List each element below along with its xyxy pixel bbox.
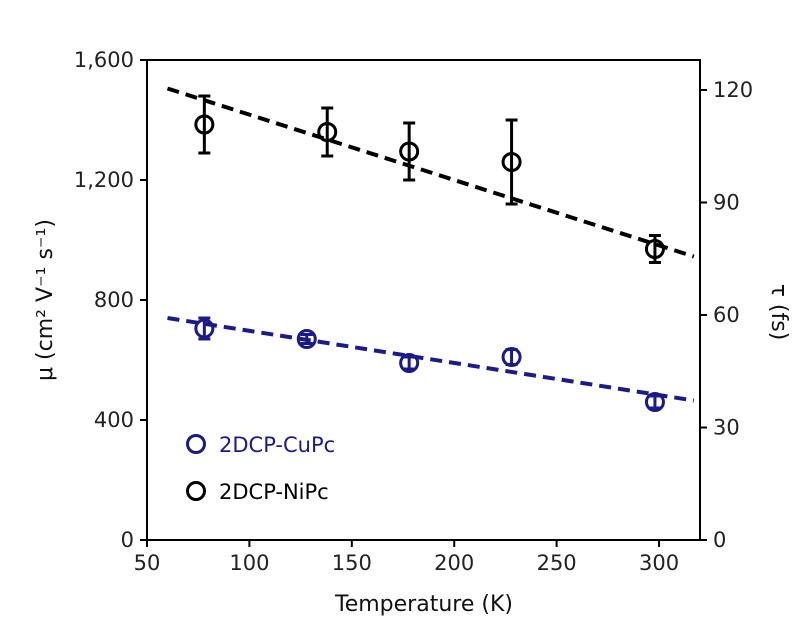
x-tick-label: 200: [434, 551, 474, 575]
data-point-2dcp-nipc: [501, 152, 522, 172]
y-left-tick-label: 1,600: [74, 48, 134, 72]
x-tick-label: 100: [229, 551, 269, 575]
legend-marker-2dcp-nipc: [186, 481, 206, 501]
y-left-axis-title: μ (cm² V⁻¹ s⁻¹): [33, 219, 58, 381]
fit-line-2dcp-cupc: [167, 316, 695, 403]
y-left-tick-label: 400: [94, 408, 134, 432]
legend-label-2dcp-cupc: 2DCP-CuPc: [219, 433, 335, 457]
y-right-axis-title: τ (fs): [766, 284, 791, 341]
y-right-tick-label: 0: [713, 528, 726, 552]
y-right-tick-label: 30: [713, 416, 740, 440]
legend: 2DCP-CuPc 2DCP-NiPc: [186, 433, 335, 504]
data-point-2dcp-cupc: [399, 353, 420, 373]
x-tick-label: 300: [639, 551, 679, 575]
x-tick-label: 50: [134, 551, 161, 575]
data-point-2dcp-cupc: [501, 347, 522, 367]
legend-label-2dcp-nipc: 2DCP-NiPc: [219, 480, 329, 504]
y-left-tick-label: 1,200: [74, 168, 134, 192]
y-right-tick-label: 90: [713, 191, 740, 215]
data-point-2dcp-cupc: [296, 329, 317, 349]
y-right-tick-label: 60: [713, 303, 740, 327]
x-axis-title: Temperature (K): [334, 592, 513, 617]
data-point-2dcp-nipc: [194, 114, 215, 135]
data-point-2dcp-nipc: [399, 141, 420, 162]
legend-marker-2dcp-cupc: [186, 434, 206, 454]
y-left-tick-label: 800: [94, 288, 134, 312]
plot-frame: [146, 59, 701, 541]
data-point-2dcp-nipc: [644, 239, 665, 259]
x-tick-label: 250: [537, 551, 577, 575]
data-point-2dcp-nipc: [317, 122, 338, 142]
data-point-2dcp-cupc: [644, 392, 665, 412]
fit-lines-layer: [166, 86, 695, 403]
y-right-tick-label: 120: [713, 78, 753, 102]
data-point-2dcp-cupc: [194, 318, 215, 339]
axes-layer: 50 100 150 200 250 300 0 400 800 1,200 1,600 0 30 60 9…: [74, 48, 753, 575]
x-tick-label: 150: [332, 551, 372, 575]
y-left-tick-label: 0: [121, 528, 134, 552]
fit-line-2dcp-nipc: [166, 86, 695, 259]
data-points-layer: [194, 94, 665, 412]
